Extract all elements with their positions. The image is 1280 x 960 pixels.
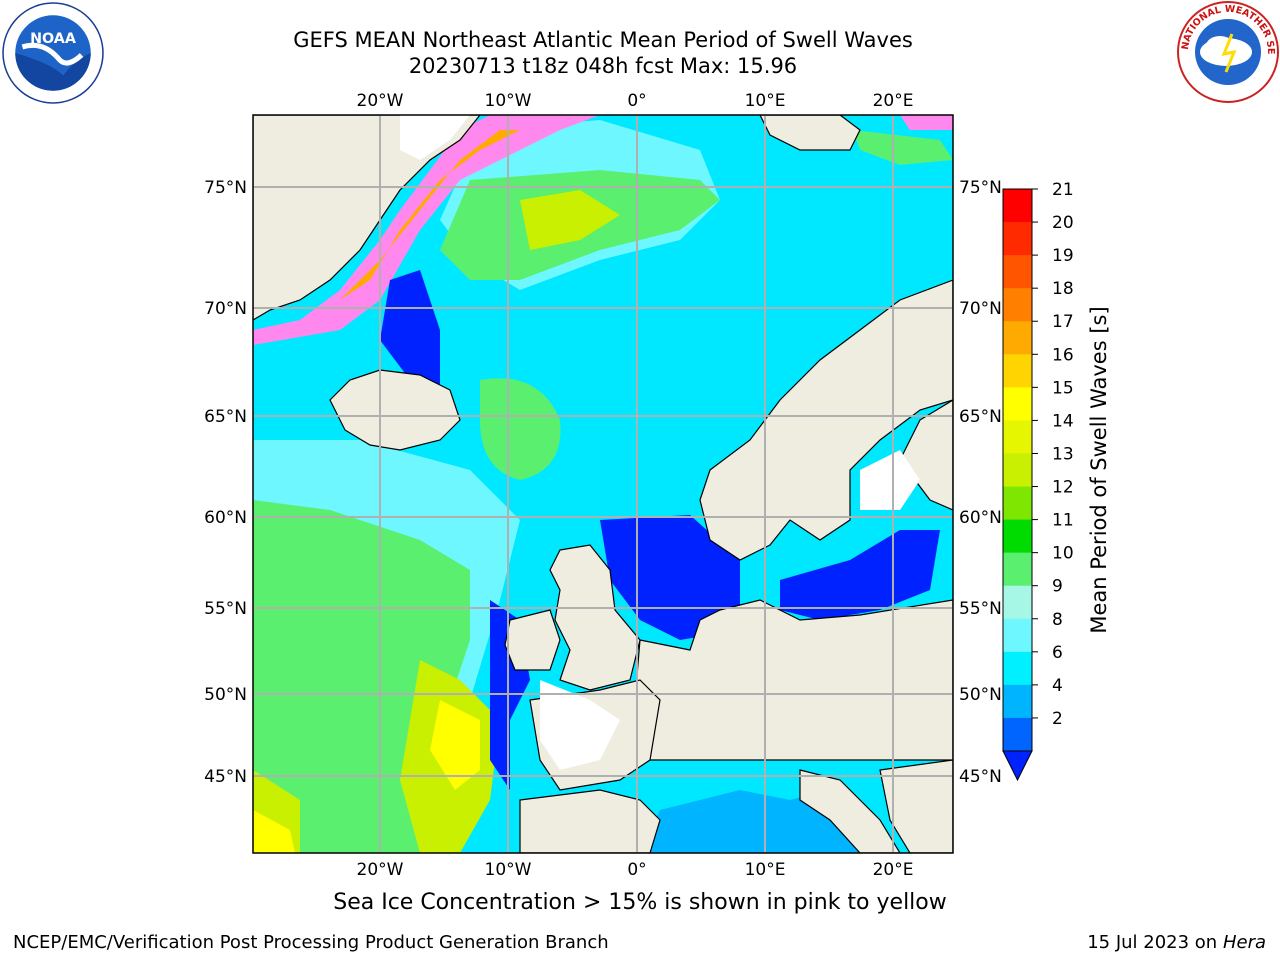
colorbar-tick-label: 11 [1052,511,1074,531]
lat-label: 70°N [959,299,1002,319]
land [253,115,953,853]
lat-label: 55°N [204,599,247,619]
colorbar-extend-arrow [1002,750,1033,782]
colorbar-tick-label: 8 [1052,610,1063,630]
lon-label: 20°E [873,860,914,880]
lat-label: 65°N [204,407,247,427]
colorbar-tick-label: 4 [1052,676,1063,696]
colorbar-segment [1003,486,1032,521]
colorbar-segment [1003,354,1032,388]
lat-label: 50°N [204,685,247,705]
colorbar-segment [1003,288,1032,322]
sea-ice-note: Sea Ice Concentration > 15% is shown in … [333,890,947,915]
lat-label: 75°N [204,178,247,198]
lon-label: 20°W [357,860,404,880]
colorbar-segment [1003,684,1032,719]
colorbar: 21 20 19 18 17 16 15 14 13 12 11 10 9 8 6 4 2 [1002,180,1074,782]
lon-label: 10°W [485,91,532,111]
colorbar-frame [1002,188,1033,752]
colorbar-segment [1003,255,1032,289]
lat-label: 45°N [959,767,1002,787]
colorbar-tick-label: 6 [1052,643,1063,663]
machine-name: Hera [1222,932,1266,953]
colorbar-tick-label: 21 [1052,180,1074,200]
colorbar-tick-label: 16 [1052,345,1074,365]
lon-label: 10°E [745,860,786,880]
noaa-logo: NOAA [2,2,104,104]
colorbar-tick-label: 15 [1052,378,1074,398]
lon-label: 10°W [485,860,532,880]
colorbar-tick-label: 12 [1052,478,1074,498]
colorbar-segment [1003,585,1032,620]
lon-labels-top: 20°W 10°W 0° 10°E 20°E [357,91,914,111]
lat-label: 75°N [959,178,1002,198]
chart-subtitle: 20230713 t18z 048h fcst Max: 15.96 [408,54,798,78]
colorbar-tick-label: 19 [1052,246,1074,266]
credit-text: NCEP/EMC/Verification Post Processing Pr… [13,932,609,953]
lat-label: 50°N [959,685,1002,705]
colorbar-segment [1003,387,1032,421]
colorbar-segment [1003,552,1032,587]
lon-label: 20°W [357,91,404,111]
colorbar-segment [1003,651,1032,686]
colorbar-tick-label: 14 [1052,411,1074,431]
lat-labels-left: 75°N 70°N 65°N 60°N 55°N 50°N 45°N [204,178,247,787]
noaa-logo-text: NOAA [30,31,76,47]
lon-label: 0° [627,91,646,111]
date-text: 15 Jul 2023 on Hera [1087,932,1266,953]
lon-labels-bottom: 20°W 10°W 0° 10°E 20°E [357,860,914,880]
lat-label: 55°N [959,599,1002,619]
colorbar-segment [1003,453,1032,488]
chart-title: GEFS MEAN Northeast Atlantic Mean Period… [293,28,913,52]
lat-label: 60°N [959,508,1002,528]
lat-label: 65°N [959,407,1002,427]
colorbar-segment [1003,189,1032,223]
colorbar-segment [1003,519,1032,554]
lat-labels-right: 75°N 70°N 65°N 60°N 55°N 50°N 45°N [959,178,1002,787]
colorbar-tick-label: 17 [1052,312,1074,332]
colorbar-segment [1003,618,1032,653]
lat-label: 60°N [204,508,247,528]
colorbar-tick-label: 9 [1052,577,1063,597]
lat-label: 70°N [204,299,247,319]
map-area [253,115,953,853]
colorbar-tick-label: 18 [1052,279,1074,299]
colorbar-tick-label: 20 [1052,213,1074,233]
colorbar-tick-label: 10 [1052,544,1074,564]
date-value: 15 Jul 2023 on [1087,932,1223,953]
colorbar-tick-label: 13 [1052,444,1074,464]
colorbar-segment [1003,420,1032,454]
lat-label: 45°N [204,767,247,787]
colorbar-label: Mean Period of Swell Waves [s] [1087,306,1111,633]
colorbar-segment [1003,321,1032,355]
nws-logo: NATIONAL WEATHER SERVICE [1176,0,1279,103]
lon-label: 10°E [745,91,786,111]
colorbar-tick-label: 2 [1052,709,1063,729]
colorbar-segment [1003,717,1032,752]
lon-label: 20°E [873,91,914,111]
graticule [253,115,953,853]
colorbar-segment [1003,222,1032,256]
map-frame [252,114,954,854]
masked-areas [400,115,920,770]
lon-label: 0° [627,860,646,880]
